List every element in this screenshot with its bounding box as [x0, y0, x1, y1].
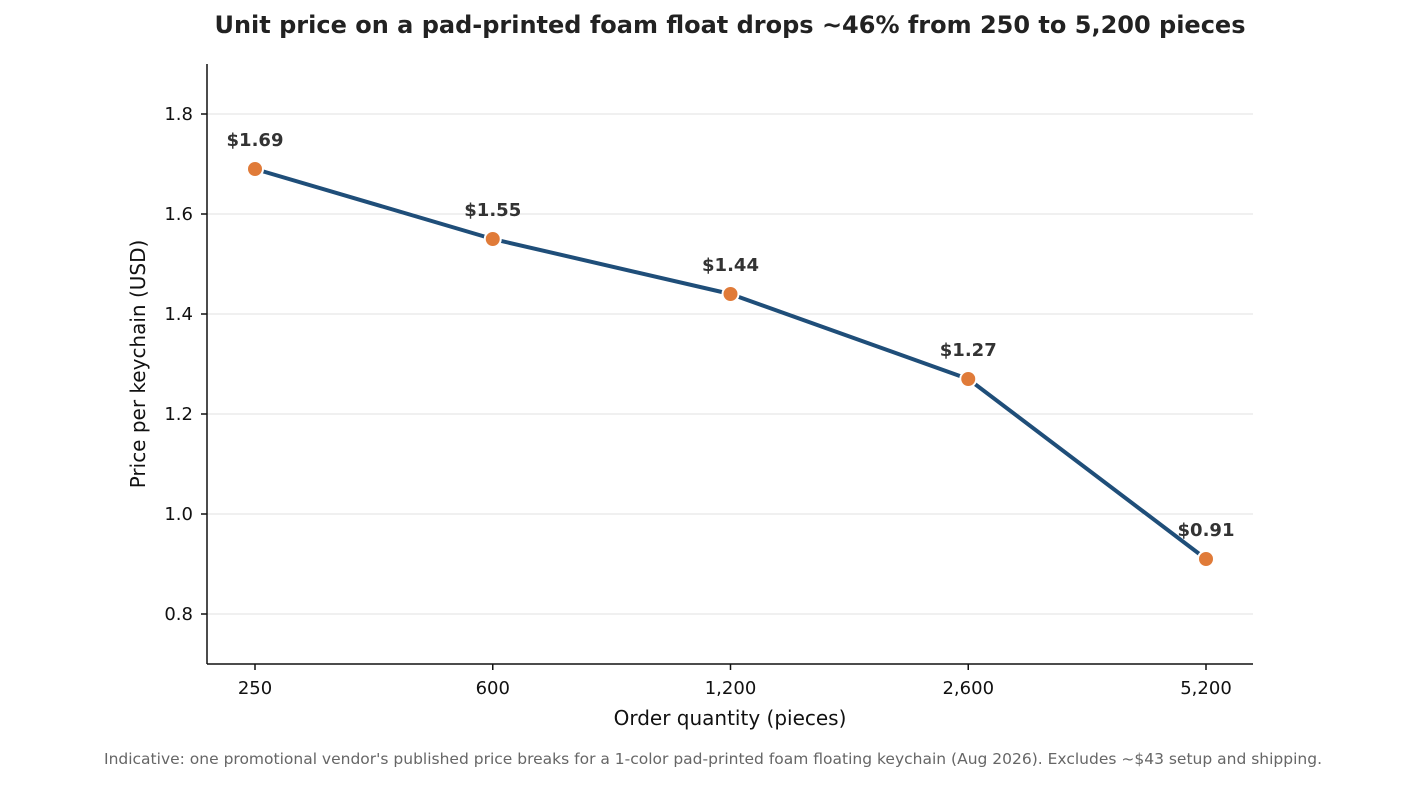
- data-point: [1197, 550, 1215, 568]
- x-tick-label: 5,200: [1180, 678, 1232, 699]
- data-point: [959, 370, 978, 388]
- y-tick-label: 1.8: [164, 104, 193, 125]
- data-label: $1.27: [940, 340, 997, 361]
- gridlines: [207, 113, 1253, 615]
- y-tick-label: 1.4: [164, 304, 193, 325]
- series-line: [254, 167, 1208, 561]
- x-tick-label: 1,200: [705, 678, 757, 699]
- chart-title: Unit price on a pad-printed foam float d…: [214, 11, 1246, 39]
- data-point: [721, 285, 740, 303]
- x-tick-label: 600: [476, 678, 510, 699]
- y-tick-label: 1.6: [164, 204, 193, 225]
- x-axis-title: Order quantity (pieces): [614, 706, 847, 730]
- y-tick-label: 0.8: [164, 604, 193, 625]
- x-axis-ticks: 250 600 1,200 2,600 5,200: [238, 664, 1232, 699]
- data-labels: $1.69 $1.55 $1.44 $1.27 $0.91: [227, 130, 1235, 541]
- data-label: $1.55: [464, 200, 521, 221]
- y-tick-label: 1.2: [164, 404, 193, 425]
- data-point: [246, 160, 264, 178]
- data-point: [483, 230, 502, 248]
- y-axis-title: Price per keychain (USD): [126, 240, 150, 489]
- x-tick-label: 250: [238, 678, 272, 699]
- y-tick-label: 1.0: [164, 504, 193, 525]
- chart-footnote: Indicative: one promotional vendor's pub…: [104, 750, 1322, 768]
- data-label: $1.69: [227, 130, 284, 151]
- data-label: $0.91: [1178, 520, 1235, 541]
- y-axis-ticks: 0.8 1.0 1.2 1.4 1.6 1.8: [164, 104, 207, 625]
- x-tick-label: 2,600: [942, 678, 994, 699]
- data-markers: [246, 160, 1215, 568]
- data-label: $1.44: [702, 255, 759, 276]
